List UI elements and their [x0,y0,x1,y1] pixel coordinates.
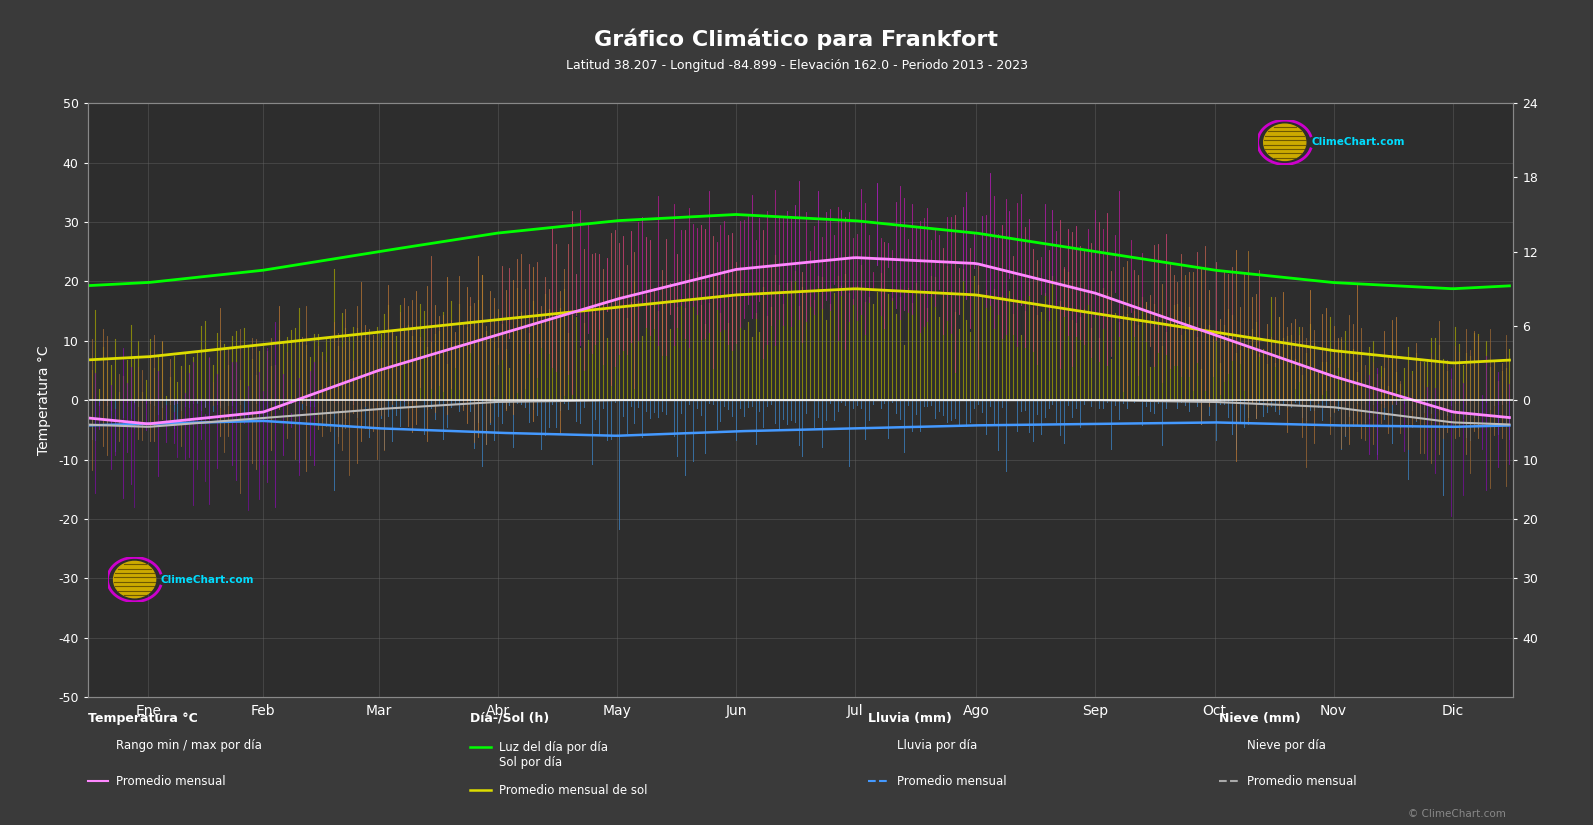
Text: ClimeChart.com: ClimeChart.com [161,574,255,585]
Text: Promedio mensual: Promedio mensual [116,776,226,789]
Text: ClimeChart.com: ClimeChart.com [1311,137,1405,148]
Ellipse shape [113,562,156,597]
Text: Latitud 38.207 - Longitud -84.899 - Elevación 162.0 - Periodo 2013 - 2023: Latitud 38.207 - Longitud -84.899 - Elev… [566,59,1027,73]
Text: Promedio mensual de sol: Promedio mensual de sol [499,785,647,798]
Text: Promedio mensual: Promedio mensual [1247,776,1357,789]
Y-axis label: Temperatura °C: Temperatura °C [37,346,51,455]
Text: Lluvia (mm): Lluvia (mm) [868,712,953,725]
Text: Gráfico Climático para Frankfort: Gráfico Climático para Frankfort [594,29,999,50]
Text: Promedio mensual: Promedio mensual [897,776,1007,789]
Text: Temperatura °C: Temperatura °C [88,712,198,725]
Text: © ClimeChart.com: © ClimeChart.com [1408,808,1505,818]
Text: Lluvia por día: Lluvia por día [897,739,977,752]
Text: Rango min / max por día: Rango min / max por día [116,739,263,752]
Ellipse shape [1263,124,1306,161]
Text: Luz del día por día: Luz del día por día [499,741,607,754]
Text: Nieve por día: Nieve por día [1247,739,1327,752]
Text: Nieve (mm): Nieve (mm) [1219,712,1300,725]
Text: Día-/Sol (h): Día-/Sol (h) [470,712,550,725]
Text: Sol por día: Sol por día [499,757,562,770]
